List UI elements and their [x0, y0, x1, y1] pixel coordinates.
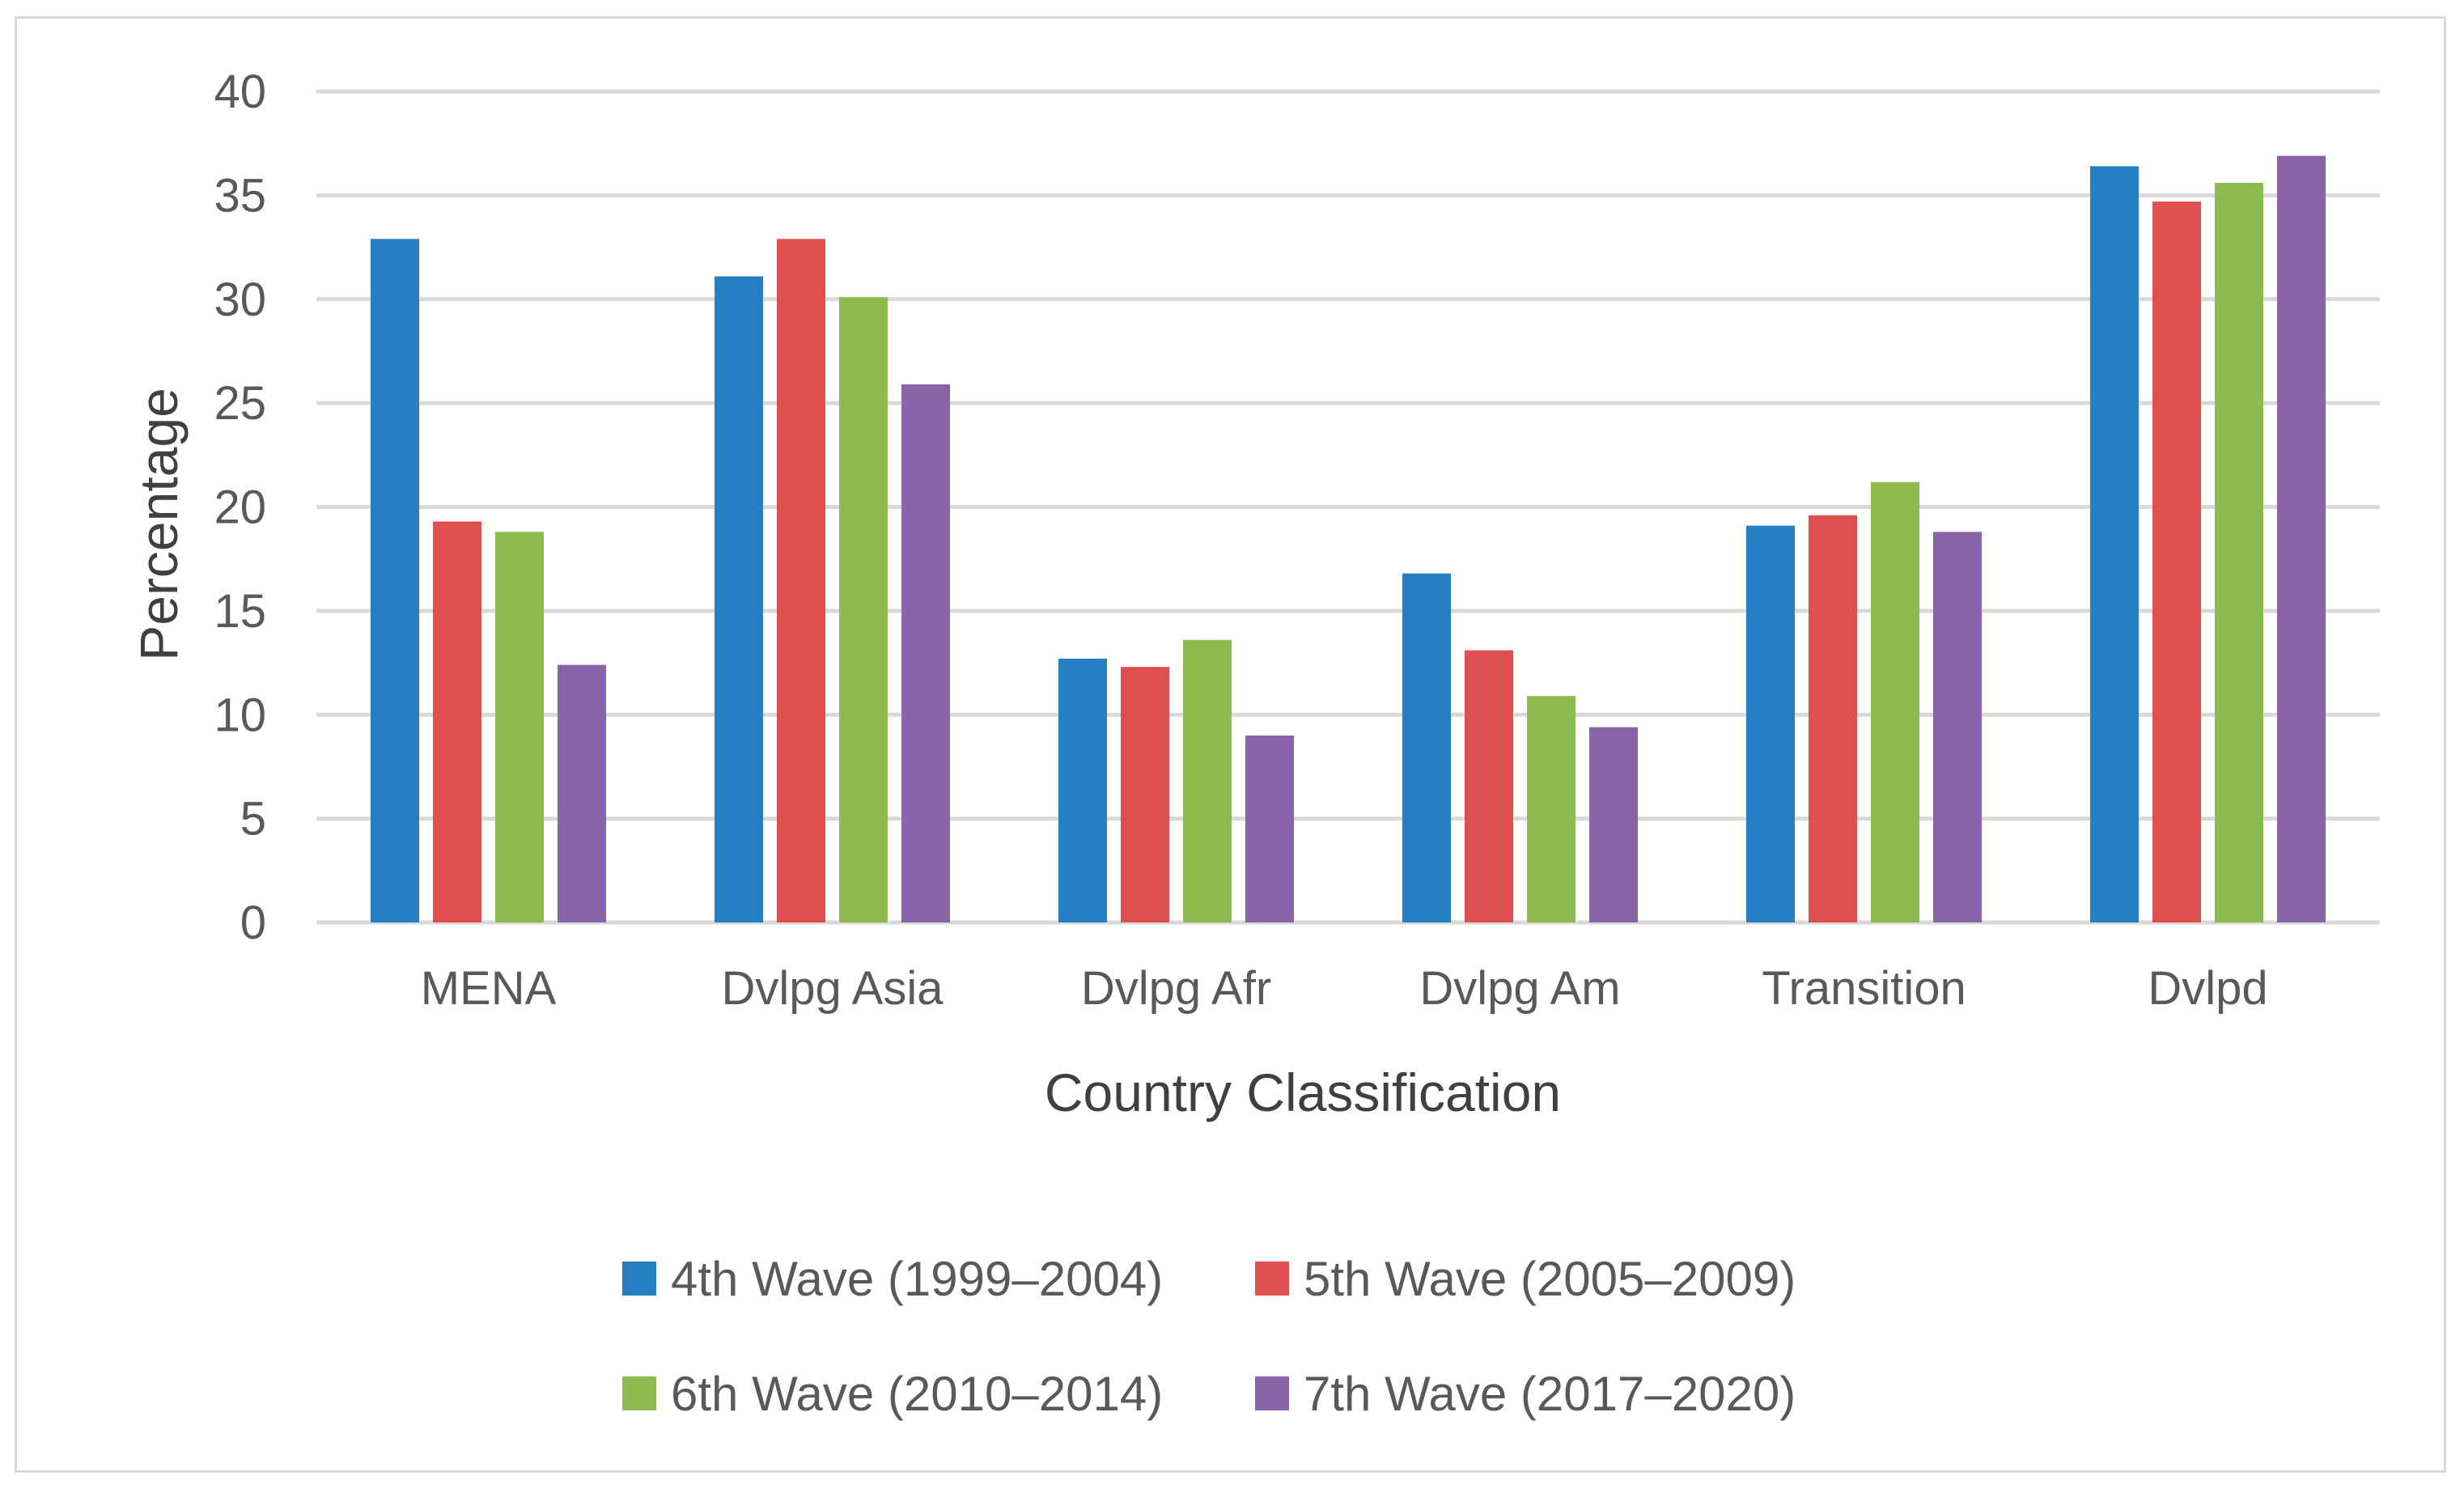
legend-label: 7th Wave (2017–2020) — [1304, 1367, 1796, 1421]
bar-dvlpg-asia-series-1 — [715, 276, 763, 922]
bar-dvlpd-series-1 — [2090, 166, 2139, 922]
legend-swatch — [1255, 1262, 1289, 1296]
y-tick-label: 20 — [214, 481, 266, 534]
legend-label: 4th Wave (1999–2004) — [671, 1252, 1163, 1306]
bar-transition-series-2 — [1809, 515, 1857, 922]
y-tick-label: 15 — [214, 585, 266, 638]
bar-dvlpd-series-2 — [2152, 201, 2201, 922]
bar-transition-series-4 — [1933, 532, 1982, 922]
bar-mena-series-1 — [371, 239, 419, 923]
y-axis-ticks: 0 5 10 15 20 25 30 35 40 — [214, 66, 266, 949]
legend-item-4: 7th Wave (2017–2020) — [1255, 1367, 1796, 1421]
bar-dvlpd-series-3 — [2215, 182, 2263, 923]
bars — [371, 155, 2326, 923]
y-tick-label: 40 — [214, 66, 266, 118]
y-tick-label: 35 — [214, 169, 266, 222]
bar-dvlpd-series-4 — [2277, 155, 2326, 922]
y-tick-label: 25 — [214, 377, 266, 430]
bar-dvlpg-afr-series-3 — [1183, 639, 1232, 922]
y-tick-label: 30 — [214, 274, 266, 326]
chart-frame: 0 5 10 15 20 25 30 35 40 MENA Dvlpg Asia Dvlpg Afr… — [15, 16, 2446, 1473]
bar-mena-series-2 — [433, 521, 481, 922]
bar-dvlpg-am-series-4 — [1589, 727, 1638, 922]
bar-mena-series-3 — [495, 532, 544, 922]
x-axis-title: Country Classification — [1045, 1062, 1561, 1122]
bar-chart: 0 5 10 15 20 25 30 35 40 MENA Dvlpg Asia Dvlpg Afr… — [129, 66, 2380, 1421]
bar-dvlpg-afr-series-4 — [1245, 735, 1294, 922]
bar-dvlpg-am-series-2 — [1465, 650, 1513, 922]
bar-transition-series-3 — [1871, 481, 1919, 922]
legend-item-1: 4th Wave (1999–2004) — [622, 1252, 1163, 1306]
y-axis-title: Percentage — [129, 388, 189, 661]
bar-mena-series-4 — [558, 664, 606, 922]
bar-dvlpg-asia-series-4 — [901, 384, 950, 923]
y-tick-label: 10 — [214, 689, 266, 741]
legend-item-2: 5th Wave (2005–2009) — [1255, 1252, 1796, 1306]
x-tick-label: MENA — [421, 962, 557, 1015]
y-tick-label: 5 — [240, 793, 266, 846]
x-tick-label: Dvlpg Am — [1419, 962, 1620, 1015]
legend: 4th Wave (1999–2004) 5th Wave (2005–2009)… — [622, 1252, 1796, 1421]
legend-label: 5th Wave (2005–2009) — [1304, 1252, 1796, 1306]
x-tick-label: Dvlpd — [2148, 962, 2267, 1015]
legend-item-3: 6th Wave (2010–2014) — [622, 1367, 1163, 1421]
legend-swatch — [1255, 1376, 1289, 1410]
legend-label: 6th Wave (2010–2014) — [671, 1367, 1163, 1421]
bar-dvlpg-afr-series-1 — [1058, 658, 1107, 922]
bar-dvlpg-afr-series-2 — [1121, 667, 1169, 922]
bar-dvlpg-am-series-3 — [1527, 696, 1576, 922]
y-tick-label: 0 — [240, 897, 266, 949]
legend-swatch — [622, 1262, 656, 1296]
x-tick-label: Transition — [1762, 962, 1966, 1015]
x-tick-label: Dvlpg Afr — [1081, 962, 1271, 1015]
gridlines — [316, 89, 2380, 925]
bar-transition-series-1 — [1746, 525, 1795, 922]
legend-swatch — [622, 1376, 656, 1410]
bar-dvlpg-am-series-1 — [1402, 573, 1451, 922]
x-tick-label: Dvlpg Asia — [721, 962, 944, 1015]
x-axis-ticks: MENA Dvlpg Asia Dvlpg Afr Dvlpg Am Transitio… — [421, 962, 2268, 1015]
bar-dvlpg-asia-series-3 — [839, 297, 888, 922]
bar-dvlpg-asia-series-2 — [777, 239, 825, 923]
